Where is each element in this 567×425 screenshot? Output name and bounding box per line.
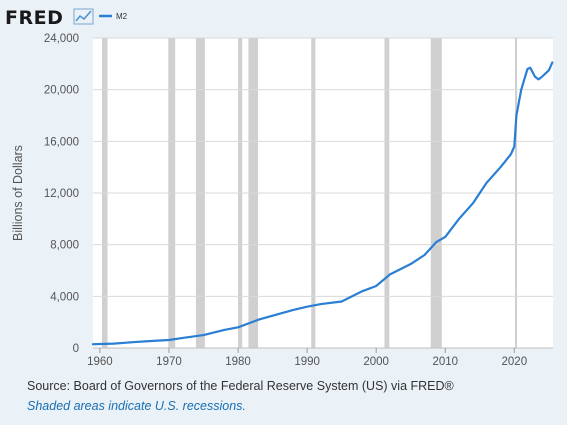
fred-chart-logo-icon — [73, 8, 94, 25]
series-line — [91, 61, 554, 346]
series-lines — [91, 61, 554, 346]
y-tick-label: 8,000 — [50, 240, 79, 252]
source-note: Source: Board of Governors of the Federa… — [27, 379, 454, 393]
y-tick-label: 0 — [73, 343, 79, 355]
legend-label: M2 — [116, 12, 128, 21]
x-axis-ticks: 1960 1970 1980 1990 2000 2010 2020 — [87, 347, 553, 368]
y-axis-ticks: 0 4,000 8,000 12,000 16,000 20,000 24,000 — [44, 33, 79, 355]
x-tick-label: 1980 — [225, 356, 251, 368]
x-tick-label: 2000 — [363, 356, 389, 368]
y-axis-label: Billions of Dollars — [11, 145, 25, 241]
y-tick-label: 20,000 — [44, 85, 79, 97]
x-tick-label: 1990 — [294, 356, 320, 368]
x-tick-label: 2010 — [432, 356, 458, 368]
recession-note: Shaded areas indicate U.S. recessions. — [27, 399, 246, 413]
x-tick-label: 2020 — [502, 356, 528, 368]
x-tick-label: 1970 — [156, 356, 182, 368]
y-tick-label: 24,000 — [44, 33, 79, 45]
x-tick-label: 1960 — [87, 356, 113, 368]
legend: M2 — [99, 12, 128, 21]
fred-brand-title: FRED — [5, 7, 63, 29]
y-tick-label: 16,000 — [44, 136, 79, 148]
y-tick-label: 4,000 — [50, 291, 79, 303]
y-tick-label: 12,000 — [44, 188, 79, 200]
